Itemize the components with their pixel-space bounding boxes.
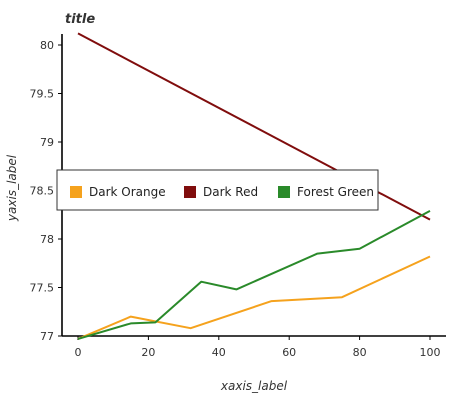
x-tick-label: 80 [353, 346, 367, 359]
y-tick-label: 78.5 [30, 185, 55, 198]
legend-swatch-forest-green [278, 186, 290, 198]
y-tick-label: 79 [40, 136, 54, 149]
x-tick-label: 100 [420, 346, 441, 359]
axes: 0 20 40 60 80 100 77 77.5 78 78.5 79 79.5 80 [30, 34, 446, 359]
x-tick-label: 60 [282, 346, 296, 359]
y-tick-label: 80 [40, 39, 54, 52]
legend-swatch-dark-orange [70, 186, 82, 198]
x-axis-title: xaxis_label [220, 379, 288, 393]
legend-label-dark-orange: Dark Orange [89, 185, 166, 199]
y-tick-label: 77.5 [30, 282, 55, 295]
x-tick-label: 40 [212, 346, 226, 359]
legend-box [56, 169, 379, 211]
chart-title: title [65, 12, 95, 27]
y-tick-label: 77 [40, 330, 54, 343]
legend-label-dark-red: Dark Red [203, 185, 258, 199]
legend-label-forest-green: Forest Green [297, 185, 374, 199]
legend: Dark Orange Dark Red Forest Green [56, 169, 379, 211]
legend-swatch-dark-red [184, 186, 196, 198]
y-tick-label: 78 [40, 233, 54, 246]
x-tick-label: 0 [75, 346, 82, 359]
y-axis-title: yaxis_label [5, 154, 19, 222]
series-line-dark-orange [77, 255, 431, 340]
y-tick-label: 79.5 [30, 88, 55, 101]
series-line-forest-green [77, 210, 431, 340]
x-tick-label: 20 [141, 346, 155, 359]
